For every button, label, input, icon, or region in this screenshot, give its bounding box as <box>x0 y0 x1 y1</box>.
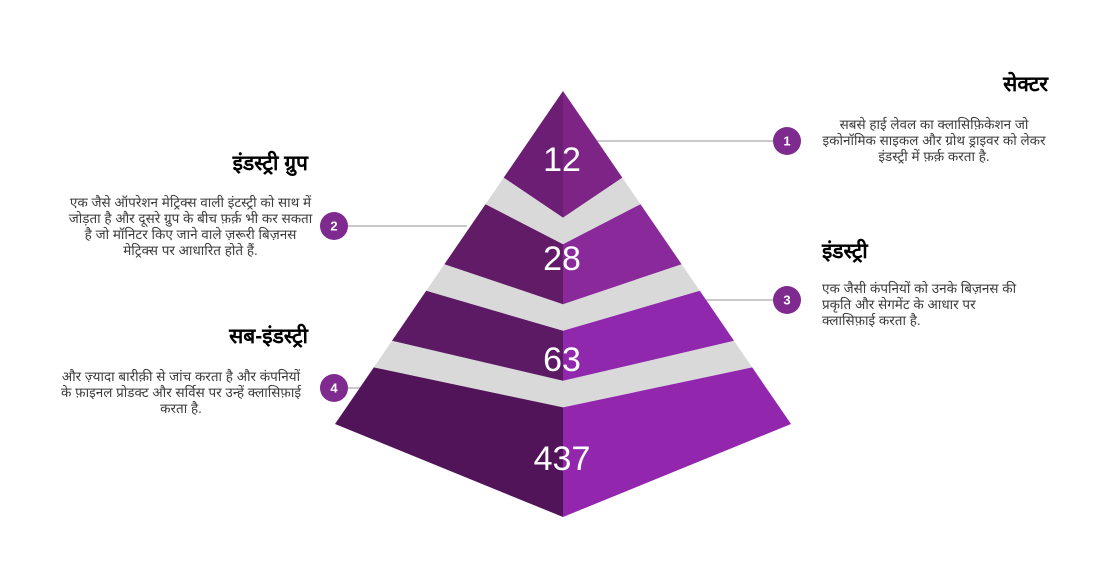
callout-title-sector: सेक्टर <box>1003 73 1048 96</box>
tier-sub-industry-value: 437 <box>534 440 591 478</box>
callout-title-sub-industry: सब-इंडस्ट्री <box>229 325 308 348</box>
marker-circle-1 <box>773 127 801 155</box>
callout-desc-sub-industry: और ज़्यादा बारीक़ी से जांच करता है और कं… <box>61 369 301 416</box>
marker-circle-3 <box>773 286 801 314</box>
tier-industry-group-left-face <box>444 204 563 305</box>
marker-number-4: 4 <box>330 381 338 396</box>
callout-desc-industry-group: एक जैसे ऑपरेशन मेट्रिक्स वाली इंटस्ट्री … <box>68 195 313 258</box>
tier-sub-industry-left-face <box>335 367 563 517</box>
tier-industry-right-face <box>563 290 734 381</box>
tier-sector-right-face <box>563 91 623 218</box>
callout-title-industry-group: इंडस्ट्री ग्रुप <box>232 152 308 175</box>
tier-industry-left-face <box>392 290 563 381</box>
pyramid-gap-band-2 <box>426 264 700 331</box>
marker-circle-2 <box>320 212 348 240</box>
marker-number-2: 2 <box>330 219 337 234</box>
tier-sub-industry-right-face <box>563 367 791 517</box>
tier-industry-value: 63 <box>543 341 581 379</box>
callout-title-industry: इंडस्ट्री <box>822 240 868 263</box>
tier-sector-value: 12 <box>543 141 581 179</box>
marker-number-3: 3 <box>783 293 790 308</box>
marker-circle-4 <box>320 374 348 402</box>
tier-industry-group-value: 28 <box>543 240 581 278</box>
marker-number-1: 1 <box>783 134 790 149</box>
tier-industry-group-right-face <box>563 204 682 305</box>
callout-desc-industry: एक जैसी कंपनियों को उनके बिज़नस की प्रकृ… <box>822 281 1017 328</box>
tier-sector-left-face <box>503 91 563 218</box>
callout-desc-sector: सबसे हाई लेवल का क्लासिफ़िकेशन जो इकोनॉम… <box>822 117 1046 164</box>
pyramid-gap-band-1 <box>485 177 641 245</box>
pyramid-gap-band-3 <box>373 340 753 408</box>
